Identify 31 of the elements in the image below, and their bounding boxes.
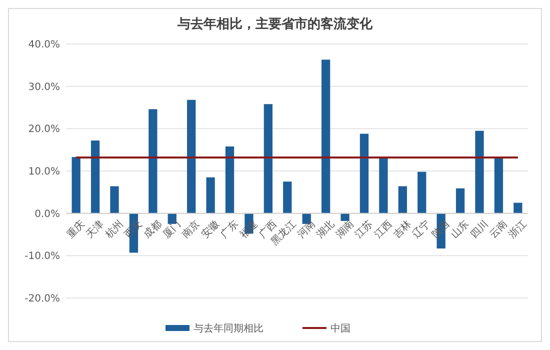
y-tick-label: 10.0% xyxy=(28,166,60,178)
bar xyxy=(187,100,196,214)
bar xyxy=(110,186,119,214)
y-tick-label: 30.0% xyxy=(28,82,60,93)
y-tick-label: -10.0% xyxy=(24,251,60,262)
legend-label: 中国 xyxy=(330,322,350,334)
bar xyxy=(340,213,350,221)
bar xyxy=(206,177,215,214)
x-tick-label: 湖北 xyxy=(314,218,337,241)
chart-title: 与去年相比，主要省市的客流变化 xyxy=(176,16,374,32)
bar xyxy=(225,146,234,214)
bar xyxy=(283,182,292,214)
y-tick-label: 40.0% xyxy=(28,40,60,50)
x-tick-label: 浙江 xyxy=(506,218,529,241)
y-tick-label: -20.0% xyxy=(24,294,60,304)
y-tick-label: 0.0% xyxy=(34,208,60,220)
bar xyxy=(456,188,465,214)
bar xyxy=(475,130,484,214)
y-tick-label: 20.0% xyxy=(28,124,60,136)
bar xyxy=(514,202,522,214)
bar xyxy=(418,172,426,214)
bar xyxy=(360,134,369,214)
legend-label: 与去年同期相比 xyxy=(194,322,264,334)
bar xyxy=(494,157,504,214)
bar xyxy=(264,104,273,214)
bar xyxy=(398,186,407,214)
bar xyxy=(148,109,158,214)
bar xyxy=(72,157,80,214)
bar xyxy=(321,60,330,214)
bar xyxy=(379,157,388,214)
bar xyxy=(90,140,100,214)
